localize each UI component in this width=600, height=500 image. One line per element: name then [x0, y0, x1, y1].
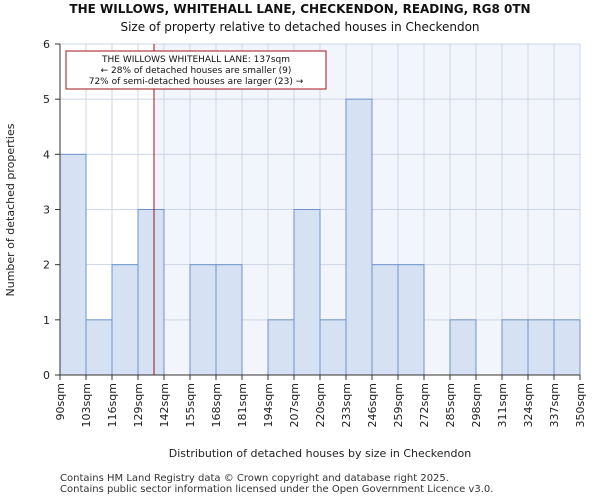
x-tick-label: 246sqm — [366, 383, 379, 427]
x-tick-label: 90sqm — [54, 383, 67, 420]
chart-subtitle: Size of property relative to detached ho… — [120, 20, 479, 34]
histogram-bar — [267, 319, 295, 376]
annotation-frame — [65, 50, 327, 90]
histogram-bar — [345, 98, 373, 376]
x-tick-label: 142sqm — [158, 383, 171, 427]
x-axis-label: Distribution of detached houses by size … — [169, 447, 471, 460]
histogram-bar — [371, 264, 399, 376]
histogram-bar — [189, 264, 217, 376]
x-tick-label: 285sqm — [444, 383, 457, 427]
annotation-line-2: ← 28% of detached houses are smaller (9) — [101, 66, 292, 76]
y-tick-label: 4 — [43, 148, 50, 161]
bars-layer — [59, 98, 581, 376]
x-tick-label: 337sqm — [548, 383, 561, 427]
x-tick-label: 103sqm — [80, 383, 93, 427]
x-tick-label: 298sqm — [470, 383, 483, 427]
histogram-bar — [319, 319, 347, 376]
x-tick-label: 155sqm — [184, 383, 197, 427]
x-tick-label: 220sqm — [314, 383, 327, 427]
y-axis-label: Number of detached properties — [4, 123, 17, 296]
axes-layer: 0 1 2 3 4 5 6 90sqm 103sqm 116sqm 129sqm 142sqm 155s… — [43, 38, 587, 427]
x-tick-label: 272sqm — [418, 383, 431, 427]
x-tick-label: 129sqm — [132, 383, 145, 427]
histogram-bar — [111, 264, 139, 376]
y-tick-label: 0 — [43, 369, 50, 382]
x-tick-label: 350sqm — [574, 383, 587, 427]
histogram-bar — [137, 209, 165, 376]
x-tick-label: 116sqm — [106, 383, 119, 427]
footer-line-1: Contains HM Land Registry data © Crown c… — [60, 473, 449, 484]
y-tick-label: 5 — [43, 93, 50, 106]
y-tick-label: 3 — [43, 204, 50, 217]
footer: Contains HM Land Registry data © Crown c… — [60, 473, 493, 495]
histogram-bar — [215, 264, 243, 376]
x-tick-label: 233sqm — [340, 383, 353, 427]
histogram-bar — [293, 209, 321, 376]
x-tick-label: 311sqm — [496, 383, 509, 427]
histogram-bar — [449, 319, 477, 376]
histogram-bar — [501, 319, 529, 376]
histogram-bar — [397, 264, 425, 376]
histogram-bar — [59, 153, 87, 376]
x-tick-label: 207sqm — [288, 383, 301, 427]
x-tick-label: 194sqm — [262, 383, 275, 427]
x-tick-label: 324sqm — [522, 383, 535, 427]
histogram-bar — [85, 319, 113, 376]
x-tick-label: 168sqm — [210, 383, 223, 427]
annotation-box: THE WILLOWS WHITEHALL LANE: 137sqm ← 28%… — [65, 50, 327, 90]
histogram-bar — [553, 319, 581, 376]
y-tick-label: 1 — [43, 314, 50, 327]
chart-title: THE WILLOWS, WHITEHALL LANE, CHECKENDON,… — [69, 2, 530, 16]
annotation-line-1: THE WILLOWS WHITEHALL LANE: 137sqm — [101, 55, 290, 65]
x-tick-label: 259sqm — [392, 383, 405, 427]
y-tick-label: 2 — [43, 259, 50, 272]
y-tick-label: 6 — [43, 38, 50, 51]
histogram-bar — [527, 319, 555, 376]
footer-line-2: Contains public sector information licen… — [60, 484, 494, 495]
x-tick-label: 181sqm — [236, 383, 249, 427]
annotation-line-3: 72% of semi-detached houses are larger (… — [89, 77, 304, 87]
